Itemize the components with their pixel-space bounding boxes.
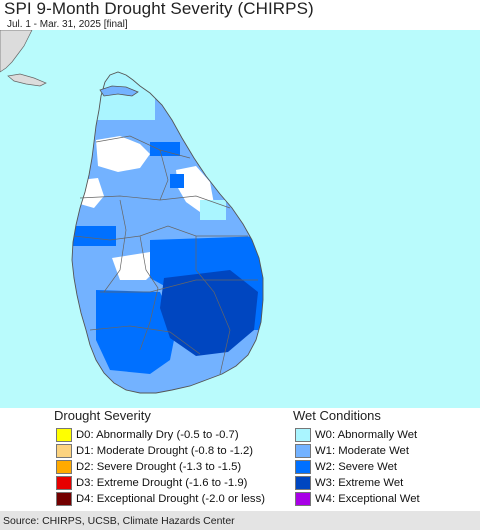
w2-zone-south: [96, 290, 176, 374]
wet-legend-item: W2: Severe Wet: [295, 459, 397, 475]
wet-legend-item: W1: Moderate Wet: [295, 443, 409, 459]
drought-legend-label: D4: Exceptional Drought (-2.0 or less): [76, 493, 265, 505]
wet-legend-swatch: [295, 460, 311, 474]
map-title: SPI 9-Month Drought Severity (CHIRPS): [4, 0, 314, 18]
sri-lanka-island: [71, 71, 264, 394]
drought-legend-label: D0: Abnormally Dry (-0.5 to -0.7): [76, 429, 239, 441]
w2-zone-west: [72, 226, 116, 246]
drought-legend-swatch: [56, 476, 72, 490]
w3-zone-southeast: [160, 270, 258, 356]
drought-legend-swatch: [56, 492, 72, 506]
wet-legend-item: W0: Abnormally Wet: [295, 427, 417, 443]
normal-zone-north: [96, 136, 150, 172]
wet-legend-label: W4: Exceptional Wet: [315, 493, 420, 505]
wet-legend-label: W0: Abnormally Wet: [315, 429, 418, 441]
jaffna-peninsula: [99, 85, 139, 97]
wet-legend-swatch: [295, 444, 311, 458]
drought-legend-swatch: [56, 428, 72, 442]
wet-legend-swatch: [295, 492, 311, 506]
drought-map: [0, 30, 264, 394]
drought-legend-swatch: [56, 460, 72, 474]
source-footer: Source: CHIRPS, UCSB, Climate Hazards Ce…: [0, 511, 480, 530]
india-mainland: [0, 30, 33, 73]
drought-legend-item: D2: Severe Drought (-1.3 to -1.5): [56, 459, 241, 475]
wet-legend-label: W2: Severe Wet: [315, 461, 398, 473]
map-view: [0, 30, 480, 408]
drought-legend-label: D2: Severe Drought (-1.3 to -1.5): [76, 461, 242, 473]
province-boundaries: [73, 135, 258, 375]
mannar-island: [7, 73, 47, 87]
drought-legend-item: D1: Moderate Drought (-0.8 to -1.2): [56, 443, 253, 459]
wet-legend-title: Wet Conditions: [293, 408, 381, 423]
wet-legend-item: W4: Exceptional Wet: [295, 491, 420, 507]
normal-zone-central: [112, 252, 158, 280]
wet-legend-label: W3: Extreme Wet: [315, 477, 404, 489]
drought-legend-item: D3: Extreme Drought (-1.6 to -1.9): [56, 475, 247, 491]
wet-legend-swatch: [295, 428, 311, 442]
drought-legend-label: D1: Moderate Drought (-0.8 to -1.2): [76, 445, 254, 457]
wet-legend-label: W1: Moderate Wet: [315, 445, 409, 457]
drought-legend-item: D0: Abnormally Dry (-0.5 to -0.7): [56, 427, 239, 443]
drought-legend-item: D4: Exceptional Drought (-2.0 or less): [56, 491, 265, 507]
drought-legend-swatch: [56, 444, 72, 458]
drought-legend-label: D3: Extreme Drought (-1.6 to -1.9): [76, 477, 248, 489]
wet-legend-swatch: [295, 476, 311, 490]
map-subtitle: Jul. 1 - Mar. 31, 2025 [final]: [6, 19, 129, 30]
wet-legend-item: W3: Extreme Wet: [295, 475, 403, 491]
drought-legend-title: Drought Severity: [54, 408, 151, 423]
